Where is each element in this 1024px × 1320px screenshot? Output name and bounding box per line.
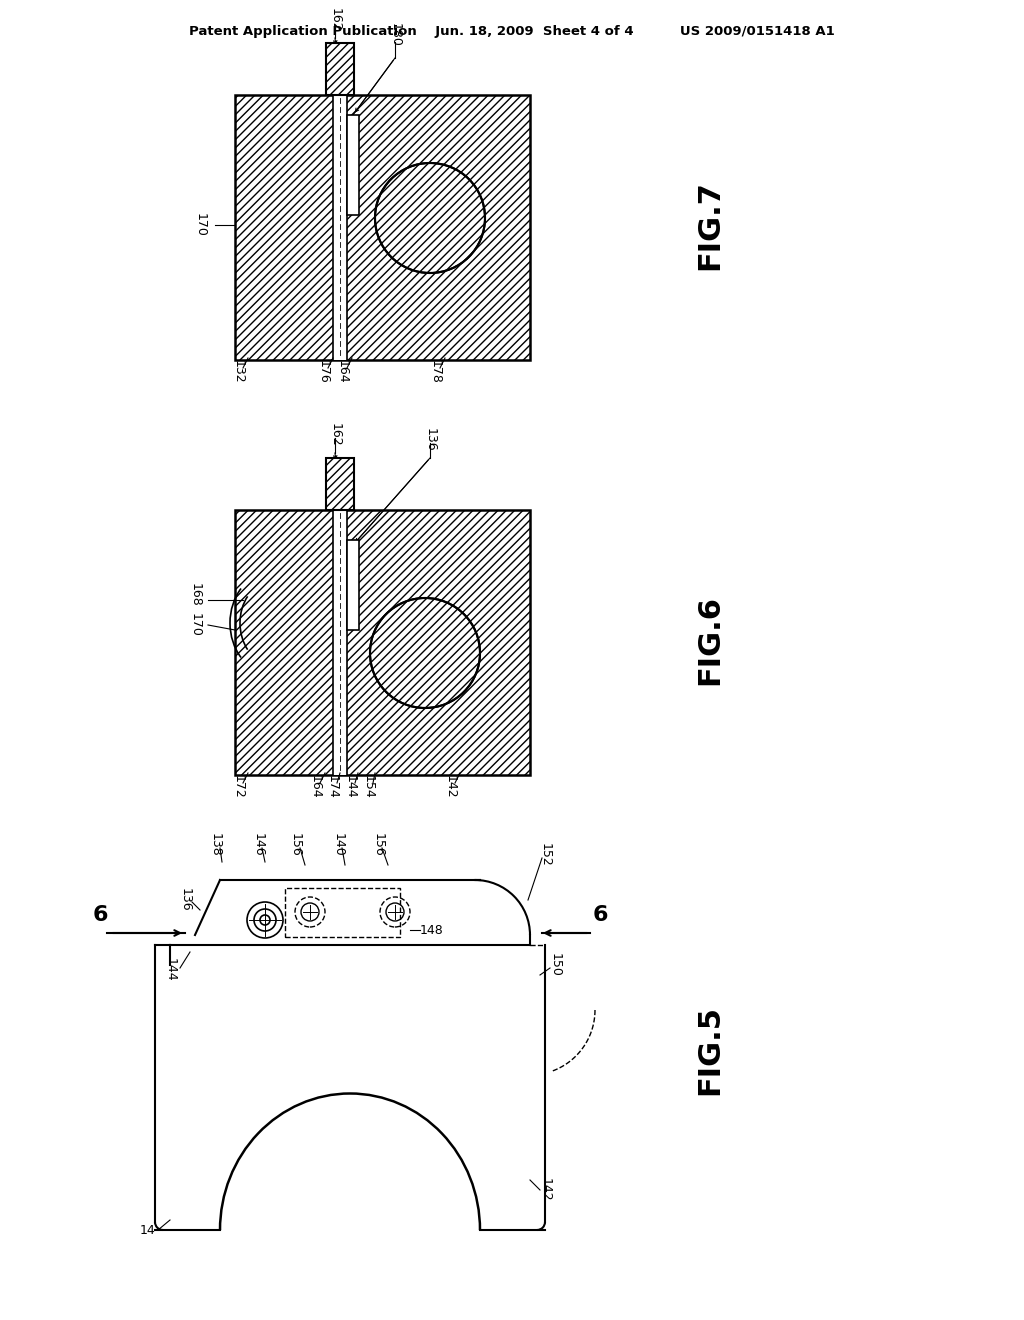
Circle shape [380, 898, 410, 927]
Bar [347, 540, 359, 630]
Text: 142: 142 [443, 775, 457, 799]
Text: 170: 170 [188, 612, 202, 638]
Bar [326, 44, 354, 95]
Text: 164: 164 [336, 360, 348, 384]
Text: 174: 174 [326, 775, 339, 799]
Circle shape [386, 903, 404, 921]
Circle shape [247, 902, 283, 939]
Text: 180: 180 [388, 22, 401, 48]
Circle shape [295, 898, 325, 927]
Bar [285, 888, 400, 937]
Text: 14: 14 [139, 1224, 155, 1237]
Text: 162: 162 [329, 424, 341, 446]
Circle shape [375, 162, 485, 273]
Text: 176: 176 [316, 360, 330, 384]
Circle shape [254, 909, 276, 931]
Text: 156: 156 [372, 833, 384, 857]
Text: 162: 162 [329, 8, 341, 32]
Text: Patent Application Publication    Jun. 18, 2009  Sheet 4 of 4          US 2009/0: Patent Application Publication Jun. 18, … [189, 25, 835, 38]
Text: 144: 144 [343, 775, 356, 799]
Text: 6: 6 [92, 906, 108, 925]
Text: 144: 144 [164, 958, 176, 982]
Text: 172: 172 [231, 775, 245, 799]
Text: 138: 138 [209, 833, 221, 857]
Text: 152: 152 [539, 843, 552, 867]
Text: 136: 136 [424, 428, 436, 451]
Bar [234, 95, 530, 360]
Circle shape [301, 903, 319, 921]
Circle shape [260, 915, 270, 925]
Circle shape [370, 598, 480, 708]
Bar [326, 458, 354, 510]
Text: 136: 136 [178, 888, 191, 912]
Text: 148: 148 [420, 924, 443, 936]
Bar [234, 510, 530, 775]
Text: 156: 156 [289, 833, 301, 857]
Text: 6: 6 [592, 906, 608, 925]
Bar [333, 44, 347, 360]
Text: 132: 132 [231, 360, 245, 384]
Text: 168: 168 [188, 583, 202, 607]
Text: 150: 150 [549, 953, 561, 977]
Text: 178: 178 [428, 360, 441, 384]
Text: 164: 164 [308, 775, 322, 799]
Text: FIG.7: FIG.7 [695, 180, 725, 269]
Text: 154: 154 [361, 775, 375, 799]
Text: FIG.6: FIG.6 [695, 595, 725, 685]
Text: FIG.5: FIG.5 [695, 1005, 725, 1096]
Text: 170: 170 [194, 213, 207, 236]
Text: 146: 146 [252, 833, 264, 857]
Text: 140: 140 [332, 833, 344, 857]
Bar [347, 115, 359, 215]
Bar [333, 458, 347, 775]
Text: 142: 142 [539, 1179, 552, 1201]
